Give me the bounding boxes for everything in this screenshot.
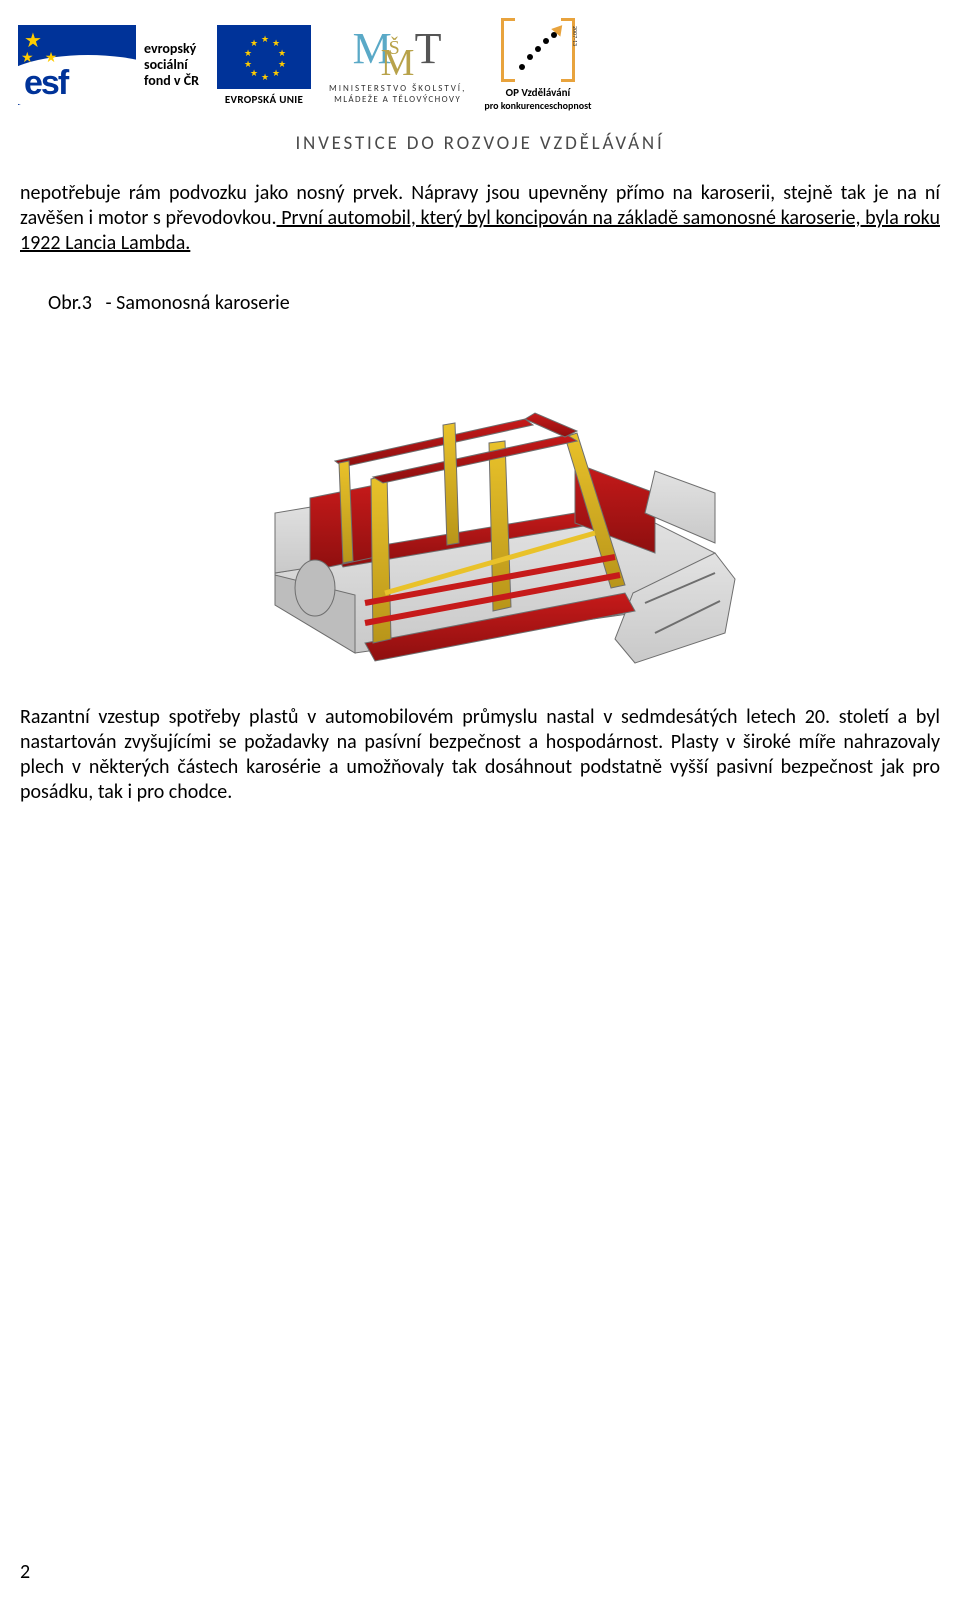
esf-label-line3: fond v ČR xyxy=(144,73,199,89)
eu-flag-icon: ★ ★ ★ ★ ★ ★ ★ ★ ★ ★ xyxy=(217,25,311,89)
figure-caption-text: - Samonosná karoserie xyxy=(105,291,289,315)
logo-msmt: M Š M T MINISTERSTVO ŠKOLSTVÍ, MLÁDEŽE A… xyxy=(329,25,466,105)
logo-opvk: 2007-13 OP Vzdělávání pro konkurencescho… xyxy=(484,18,591,112)
opvk-mark-icon: 2007-13 xyxy=(501,18,575,82)
header-tagline: INVESTICE DO ROZVOJE VZDĚLÁVÁNÍ xyxy=(0,132,960,155)
esf-flag-icon: esf xyxy=(18,25,136,105)
opvk-label2: pro konkurenceschopnost xyxy=(484,99,591,112)
logo-eu: ★ ★ ★ ★ ★ ★ ★ ★ ★ ★ EVROPSKÁ UNIE xyxy=(217,25,311,106)
esf-label-line2: sociální xyxy=(144,57,199,73)
logo-esf: esf evropský sociální fond v ČR xyxy=(18,25,199,105)
esf-mark-text: esf xyxy=(24,64,67,103)
car-body-illustration xyxy=(215,343,745,673)
paragraph-2: Razantní vzestup spotřeby plastů v autom… xyxy=(20,705,940,804)
document-body: nepotřebuje rám podvozku jako nosný prve… xyxy=(0,181,960,805)
page-number: 2 xyxy=(20,1560,30,1584)
figure-container xyxy=(20,343,940,673)
figure-caption: Obr.3 - Samonosná karoserie xyxy=(48,291,940,315)
msmt-mark-icon: M Š M T xyxy=(353,25,443,79)
funding-logo-strip: esf evropský sociální fond v ČR ★ ★ ★ ★ … xyxy=(0,0,960,118)
eu-label: EVROPSKÁ UNIE xyxy=(225,93,303,106)
msmt-line2: MLÁDEŽE A TĚLOVÝCHOVY xyxy=(334,94,461,105)
esf-label: evropský sociální fond v ČR xyxy=(144,41,199,89)
figure-caption-prefix: Obr.3 xyxy=(48,291,92,315)
opvk-label1: OP Vzdělávání xyxy=(506,86,571,99)
esf-label-line1: evropský xyxy=(144,41,199,57)
paragraph-1: nepotřebuje rám podvozku jako nosný prve… xyxy=(20,181,940,255)
